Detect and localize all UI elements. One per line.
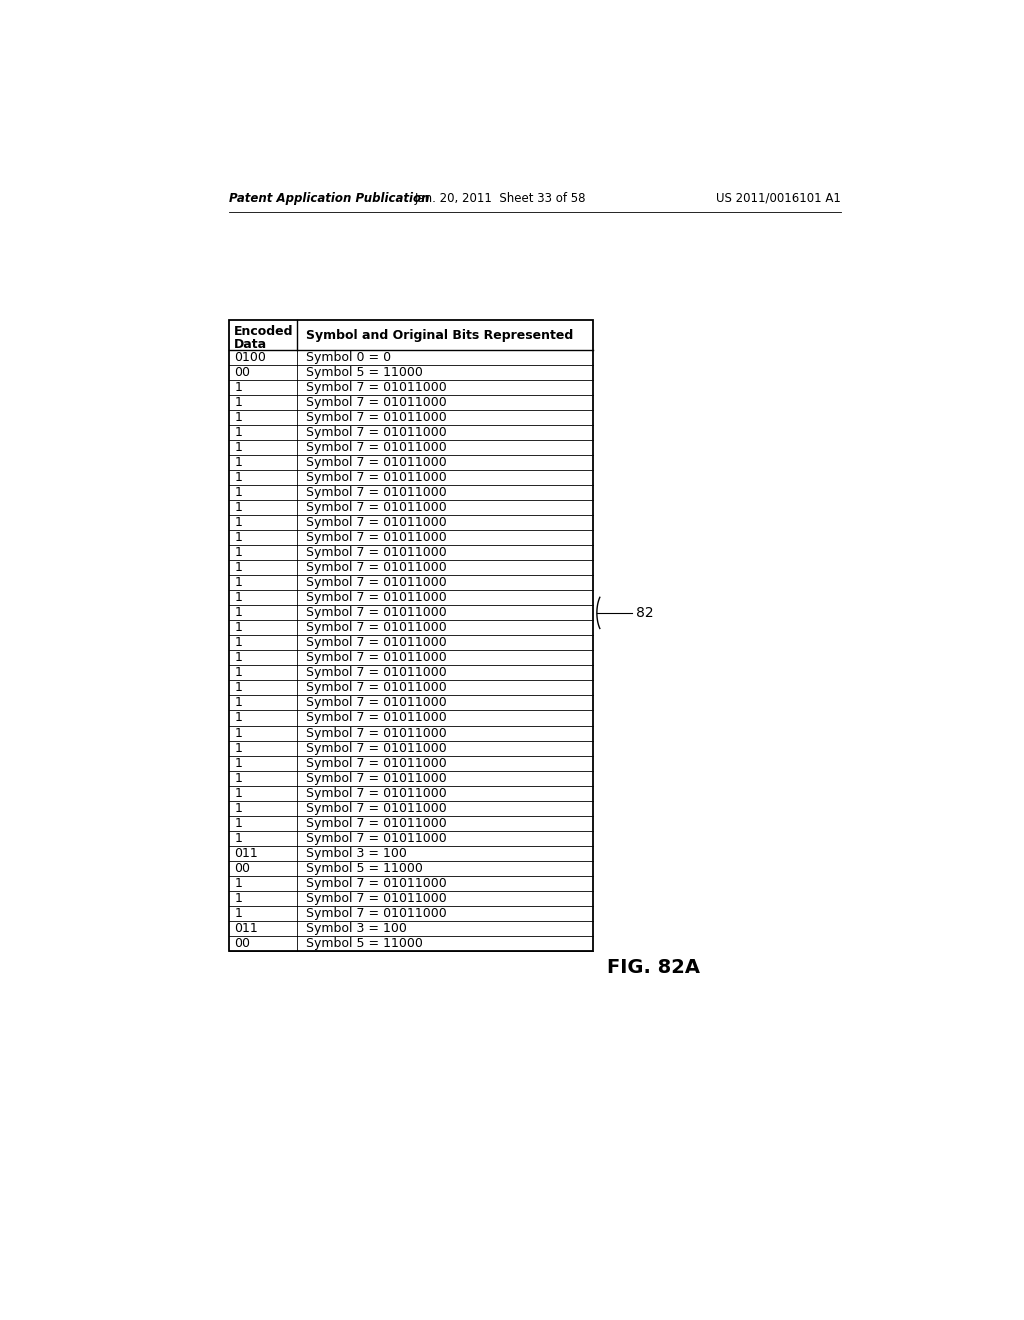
Text: Symbol 7 = 01011000: Symbol 7 = 01011000 xyxy=(306,756,447,770)
Text: 1: 1 xyxy=(234,516,242,529)
Text: 82: 82 xyxy=(636,606,653,620)
Bar xyxy=(228,321,593,950)
Text: Data: Data xyxy=(234,338,267,351)
Text: Symbol 7 = 01011000: Symbol 7 = 01011000 xyxy=(306,681,447,694)
Text: 1: 1 xyxy=(234,742,242,755)
Text: Symbol 7 = 01011000: Symbol 7 = 01011000 xyxy=(306,832,447,845)
Text: Symbol 7 = 01011000: Symbol 7 = 01011000 xyxy=(306,561,447,574)
Text: 1: 1 xyxy=(234,441,242,454)
Text: Symbol 5 = 11000: Symbol 5 = 11000 xyxy=(306,862,423,875)
Text: Symbol 7 = 01011000: Symbol 7 = 01011000 xyxy=(306,457,447,469)
Text: Symbol 7 = 01011000: Symbol 7 = 01011000 xyxy=(306,697,447,709)
Text: 1: 1 xyxy=(234,681,242,694)
Text: Symbol 7 = 01011000: Symbol 7 = 01011000 xyxy=(306,606,447,619)
Text: 1: 1 xyxy=(234,876,242,890)
Text: 1: 1 xyxy=(234,532,242,544)
Text: 1: 1 xyxy=(234,907,242,920)
Text: FIG. 82A: FIG. 82A xyxy=(607,958,700,977)
Text: 00: 00 xyxy=(234,862,250,875)
Text: 1: 1 xyxy=(234,591,242,605)
Text: 1: 1 xyxy=(234,787,242,800)
Text: Symbol 5 = 11000: Symbol 5 = 11000 xyxy=(306,366,423,379)
Text: 1: 1 xyxy=(234,396,242,409)
Text: Symbol and Original Bits Represented: Symbol and Original Bits Represented xyxy=(306,329,573,342)
Text: 0100: 0100 xyxy=(234,351,266,364)
Text: Patent Application Publication: Patent Application Publication xyxy=(228,191,429,205)
Text: Symbol 7 = 01011000: Symbol 7 = 01011000 xyxy=(306,591,447,605)
Text: 1: 1 xyxy=(234,412,242,424)
Text: Symbol 7 = 01011000: Symbol 7 = 01011000 xyxy=(306,577,447,589)
Text: 1: 1 xyxy=(234,756,242,770)
Text: Symbol 7 = 01011000: Symbol 7 = 01011000 xyxy=(306,396,447,409)
Text: Symbol 7 = 01011000: Symbol 7 = 01011000 xyxy=(306,516,447,529)
Text: 1: 1 xyxy=(234,711,242,725)
Text: 1: 1 xyxy=(234,622,242,635)
Text: Symbol 7 = 01011000: Symbol 7 = 01011000 xyxy=(306,742,447,755)
Text: Symbol 7 = 01011000: Symbol 7 = 01011000 xyxy=(306,907,447,920)
Text: 1: 1 xyxy=(234,502,242,515)
Text: Symbol 7 = 01011000: Symbol 7 = 01011000 xyxy=(306,381,447,395)
Text: Symbol 7 = 01011000: Symbol 7 = 01011000 xyxy=(306,502,447,515)
Text: 1: 1 xyxy=(234,892,242,904)
Text: 1: 1 xyxy=(234,772,242,784)
Text: Symbol 7 = 01011000: Symbol 7 = 01011000 xyxy=(306,817,447,829)
Text: Symbol 7 = 01011000: Symbol 7 = 01011000 xyxy=(306,532,447,544)
Text: 1: 1 xyxy=(234,667,242,680)
Text: 1: 1 xyxy=(234,832,242,845)
Text: 1: 1 xyxy=(234,486,242,499)
Text: Symbol 7 = 01011000: Symbol 7 = 01011000 xyxy=(306,426,447,440)
Text: Symbol 7 = 01011000: Symbol 7 = 01011000 xyxy=(306,546,447,560)
Text: 1: 1 xyxy=(234,561,242,574)
Text: 1: 1 xyxy=(234,426,242,440)
Text: Symbol 3 = 100: Symbol 3 = 100 xyxy=(306,846,408,859)
Text: Symbol 7 = 01011000: Symbol 7 = 01011000 xyxy=(306,636,447,649)
Text: 1: 1 xyxy=(234,577,242,589)
Text: Jan. 20, 2011  Sheet 33 of 58: Jan. 20, 2011 Sheet 33 of 58 xyxy=(415,191,586,205)
Text: 011: 011 xyxy=(234,921,258,935)
Text: Symbol 7 = 01011000: Symbol 7 = 01011000 xyxy=(306,471,447,484)
Text: 1: 1 xyxy=(234,457,242,469)
Text: 1: 1 xyxy=(234,726,242,739)
Text: Symbol 7 = 01011000: Symbol 7 = 01011000 xyxy=(306,622,447,635)
Text: 011: 011 xyxy=(234,846,258,859)
Text: Symbol 5 = 11000: Symbol 5 = 11000 xyxy=(306,937,423,949)
Text: US 2011/0016101 A1: US 2011/0016101 A1 xyxy=(716,191,841,205)
Text: Symbol 7 = 01011000: Symbol 7 = 01011000 xyxy=(306,892,447,904)
Text: Symbol 0 = 0: Symbol 0 = 0 xyxy=(306,351,391,364)
Text: Symbol 7 = 01011000: Symbol 7 = 01011000 xyxy=(306,441,447,454)
Text: Symbol 7 = 01011000: Symbol 7 = 01011000 xyxy=(306,652,447,664)
Text: 1: 1 xyxy=(234,801,242,814)
Text: 00: 00 xyxy=(234,937,250,949)
Text: 00: 00 xyxy=(234,366,250,379)
Text: Symbol 7 = 01011000: Symbol 7 = 01011000 xyxy=(306,876,447,890)
Text: 1: 1 xyxy=(234,652,242,664)
Text: 1: 1 xyxy=(234,697,242,709)
Text: Symbol 7 = 01011000: Symbol 7 = 01011000 xyxy=(306,667,447,680)
Text: Symbol 7 = 01011000: Symbol 7 = 01011000 xyxy=(306,772,447,784)
Text: 1: 1 xyxy=(234,471,242,484)
Text: Symbol 7 = 01011000: Symbol 7 = 01011000 xyxy=(306,801,447,814)
Text: 1: 1 xyxy=(234,546,242,560)
Text: 1: 1 xyxy=(234,817,242,829)
Text: Symbol 7 = 01011000: Symbol 7 = 01011000 xyxy=(306,486,447,499)
Text: Symbol 7 = 01011000: Symbol 7 = 01011000 xyxy=(306,711,447,725)
Text: Symbol 7 = 01011000: Symbol 7 = 01011000 xyxy=(306,412,447,424)
Text: Symbol 3 = 100: Symbol 3 = 100 xyxy=(306,921,408,935)
Text: Symbol 7 = 01011000: Symbol 7 = 01011000 xyxy=(306,787,447,800)
Text: 1: 1 xyxy=(234,636,242,649)
Text: 1: 1 xyxy=(234,381,242,395)
Text: Symbol 7 = 01011000: Symbol 7 = 01011000 xyxy=(306,726,447,739)
Text: Encoded: Encoded xyxy=(234,325,294,338)
Text: 1: 1 xyxy=(234,606,242,619)
